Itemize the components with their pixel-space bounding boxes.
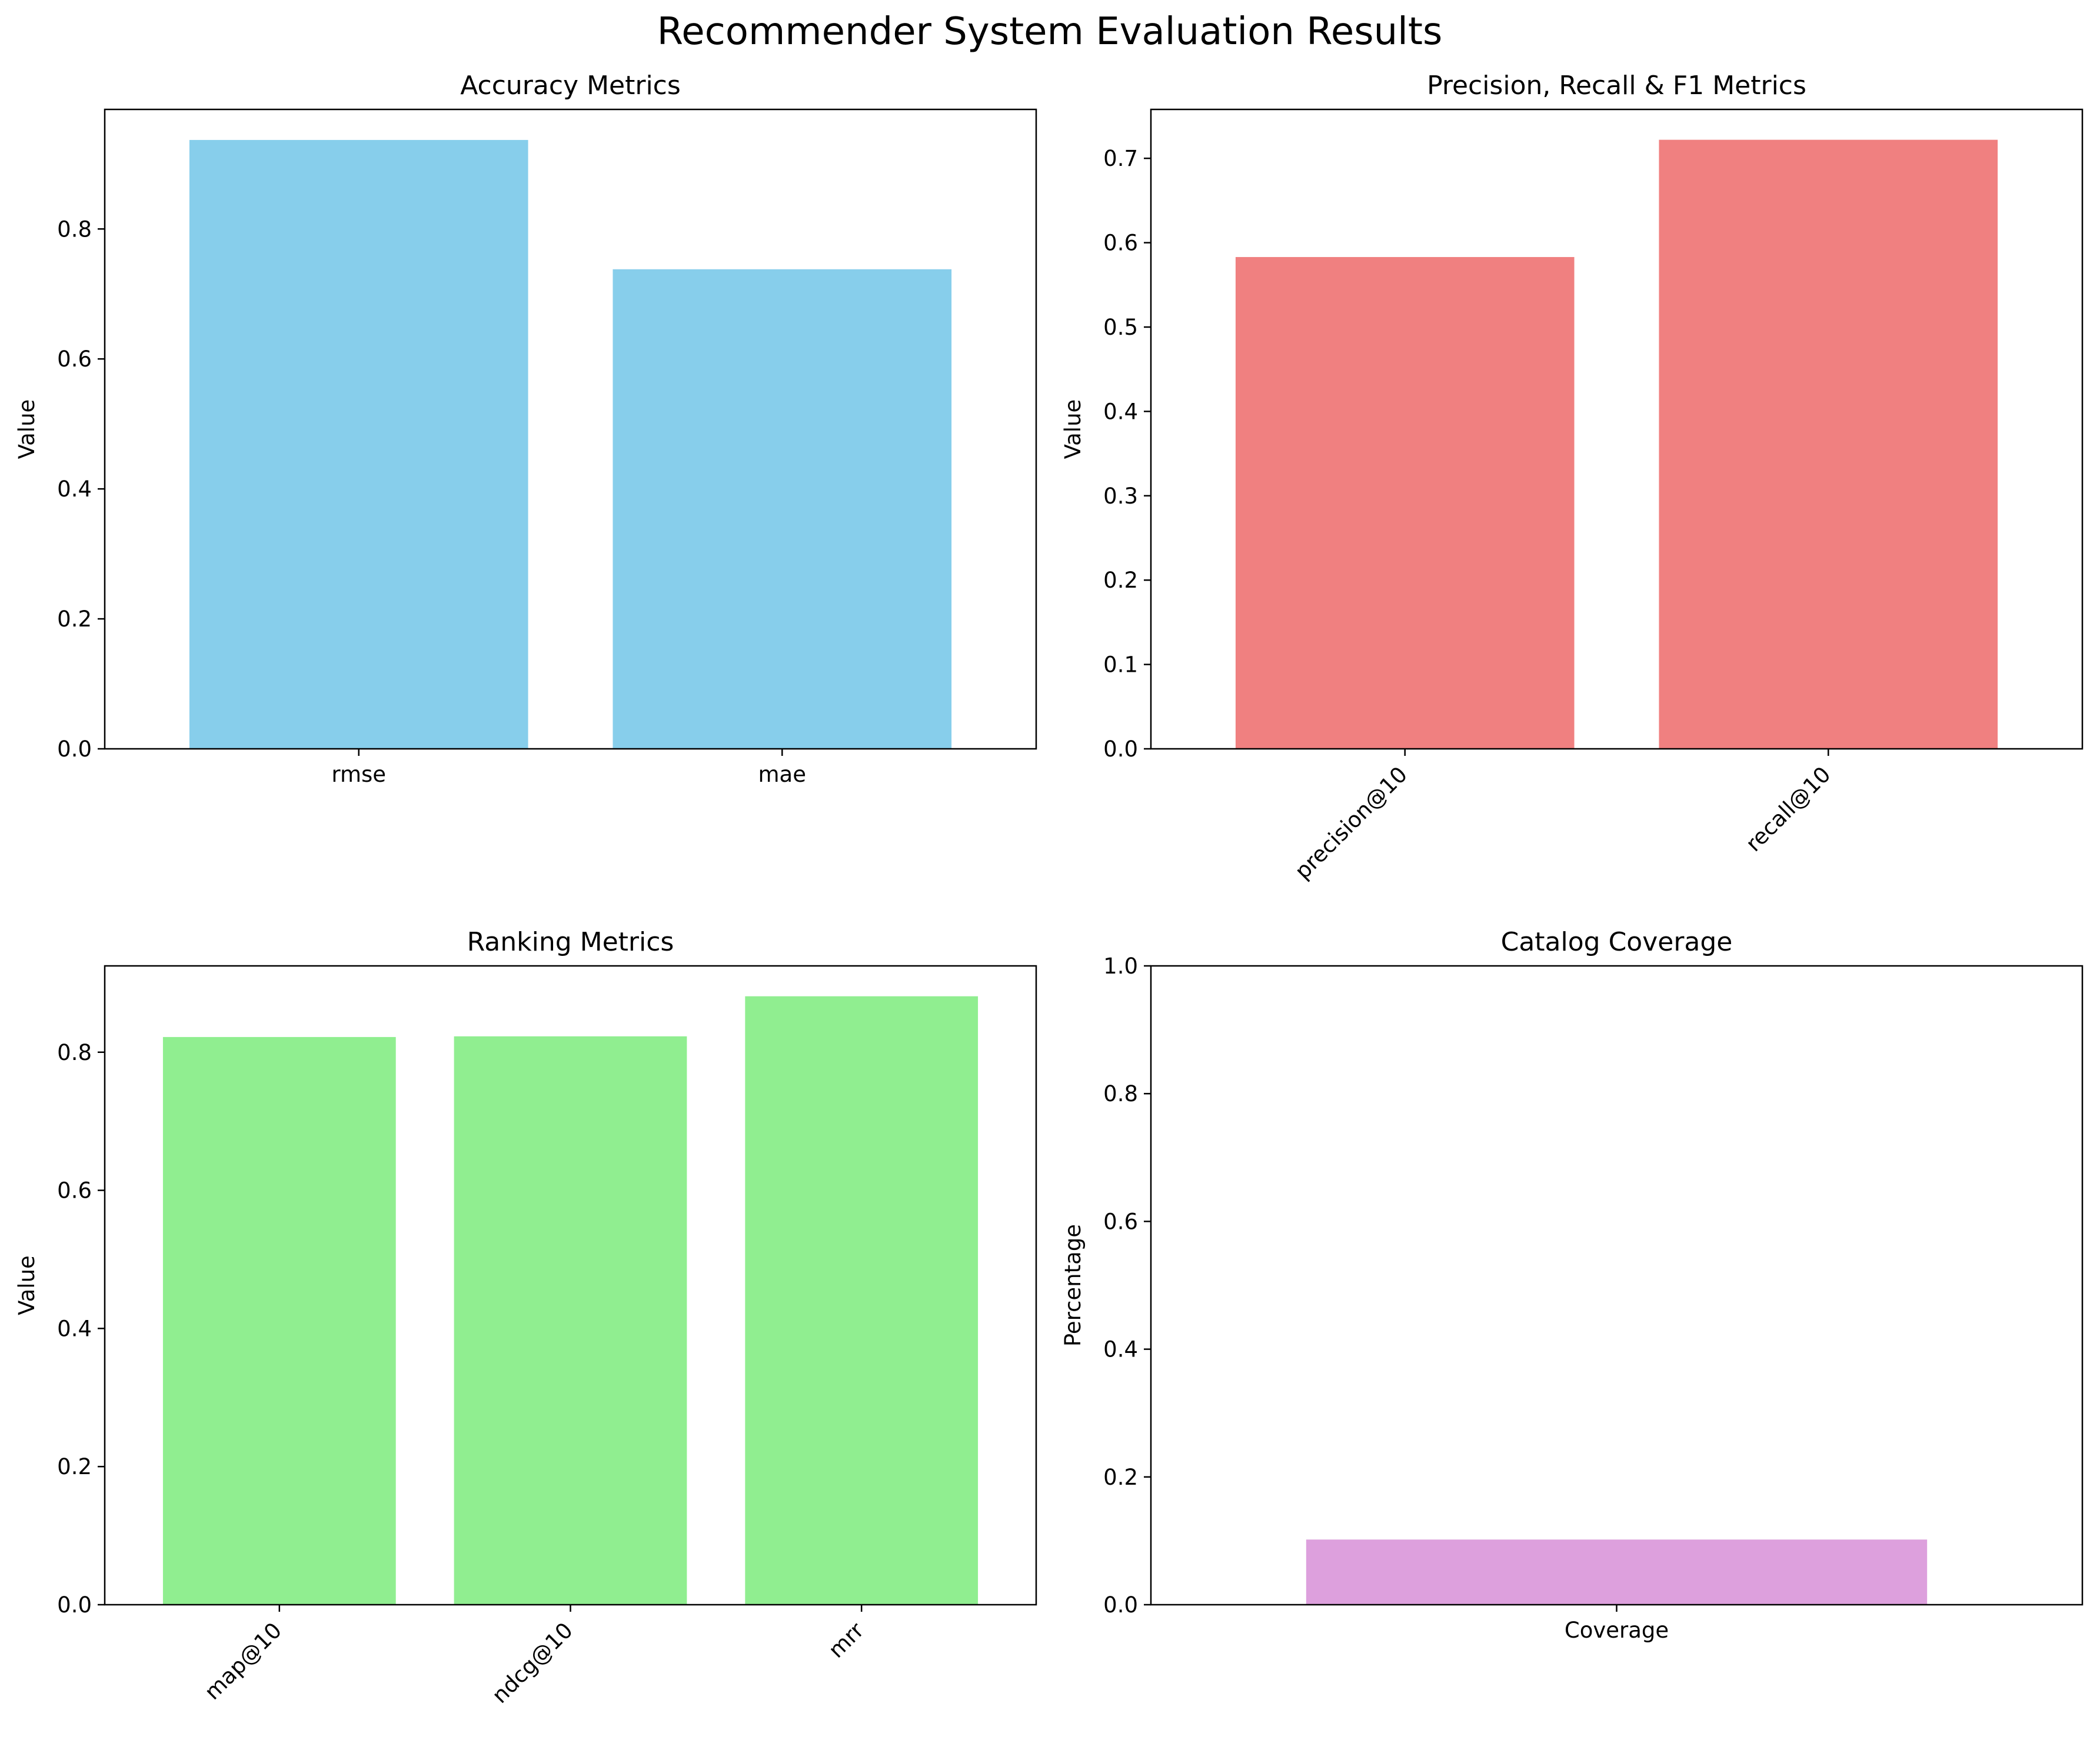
y-tick-label: 0.8 [57, 1040, 92, 1065]
subplot-title: Precision, Recall & F1 Metrics [1427, 71, 1806, 101]
y-tick-label: 0.4 [1103, 1337, 1138, 1362]
bar-precision-10 [1235, 256, 1575, 749]
y-axis-label: Value [14, 1255, 39, 1315]
y-tick-label: 0.8 [57, 216, 92, 242]
y-axis-label: Value [14, 399, 39, 459]
subplot-title: Catalog Coverage [1501, 927, 1733, 957]
y-tick-label: 0.0 [57, 736, 92, 762]
axes-frame [104, 108, 1037, 750]
y-tick-label: 0.0 [1103, 1592, 1138, 1618]
y-tick-label: 0.4 [57, 476, 92, 502]
y-axis-label: Value [1060, 399, 1086, 459]
y-tick-label: 0.2 [1103, 1465, 1138, 1490]
y-tick-label: 0.6 [57, 346, 92, 372]
y-tick-label: 0.6 [57, 1178, 92, 1204]
y-tick-label: 0.0 [57, 1592, 92, 1618]
y-tick-label: 0.6 [1103, 231, 1138, 256]
y-tick-label: 0.3 [1103, 484, 1138, 509]
bar-ndcg-10 [454, 1036, 687, 1605]
bar-rmse [189, 139, 528, 749]
y-tick-label: 0.4 [1103, 399, 1138, 424]
y-tick-label: 0.6 [1103, 1209, 1138, 1234]
bar-recall-10 [1659, 139, 1998, 749]
y-tick-label: 0.1 [1103, 652, 1138, 678]
y-tick-label: 0.0 [1103, 736, 1138, 762]
subplot-title: Accuracy Metrics [460, 71, 681, 101]
bar-mae [613, 269, 952, 749]
bar-mrr [745, 996, 979, 1605]
y-tick-label: 0.7 [1103, 146, 1138, 171]
y-tick-label: 0.2 [57, 1454, 92, 1479]
axes-frame [1150, 108, 2084, 750]
x-tick-label-coverage: Coverage [1565, 1618, 1669, 1643]
y-tick-label: 0.4 [57, 1316, 92, 1341]
x-tick-label-mae: mae [758, 762, 806, 787]
y-tick-label: 0.2 [57, 606, 92, 632]
subplot-coverage: 0.0 0.2 0.4 0.6 0.8 1.0 Coverage Catalog Covera… [1060, 927, 2084, 1643]
subplot-title: Ranking Metrics [467, 927, 674, 957]
bar-coverage [1306, 1539, 1928, 1605]
y-tick-label: 0.8 [1103, 1081, 1138, 1106]
bar-map-10 [162, 1036, 396, 1605]
subplot-accuracy: 0.0 0.2 0.4 0.6 0.8 rmse mae Accuracy Metrics Va… [14, 71, 1037, 787]
figure-title: Recommender System Evaluation Results [657, 10, 1443, 54]
y-tick-label: 1.0 [1103, 954, 1138, 979]
y-tick-label: 0.2 [1103, 568, 1138, 593]
x-tick-label-rmse: rmse [331, 762, 386, 787]
y-axis-label: Percentage [1060, 1224, 1086, 1346]
y-tick-label: 0.5 [1103, 315, 1138, 340]
